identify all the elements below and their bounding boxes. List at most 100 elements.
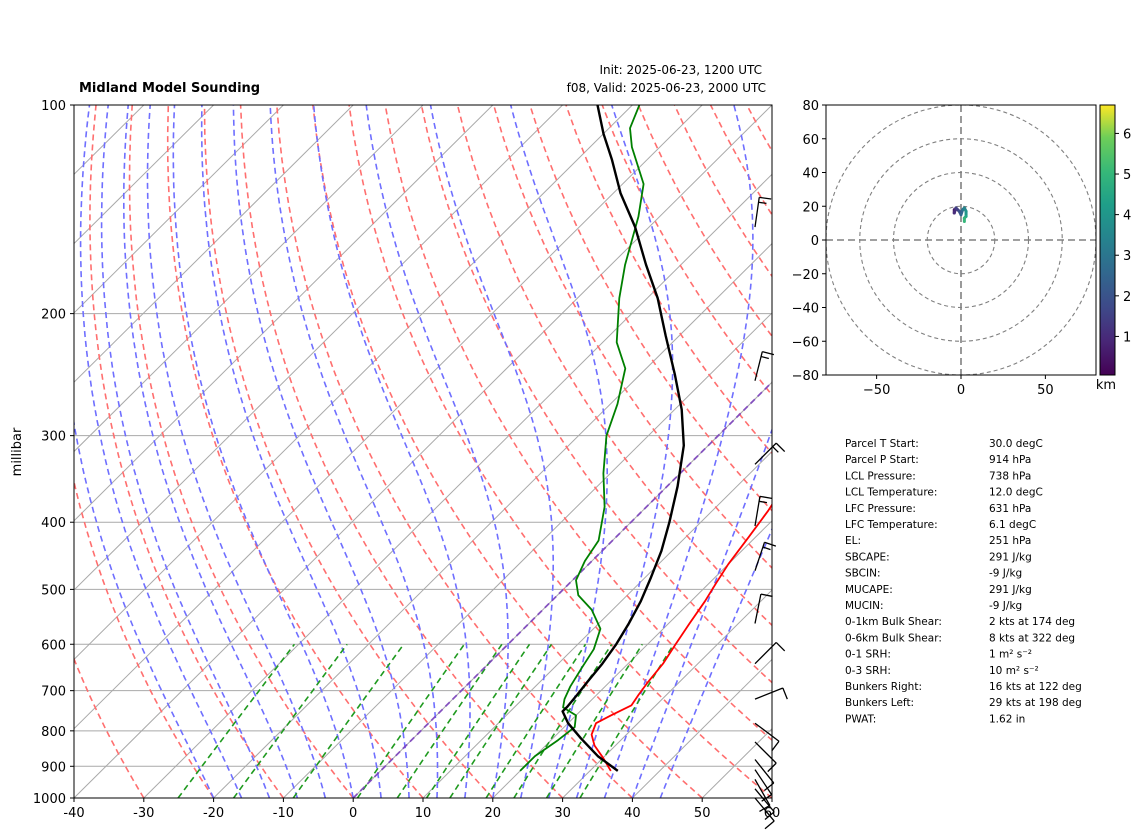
y-tick-label: 1000: [33, 792, 66, 807]
dry-adiabat: [74, 478, 215, 798]
moist-adiabat: [123, 105, 299, 798]
parameter-label: Parcel P Start:: [845, 454, 919, 466]
moist-adiabat: [74, 418, 215, 798]
dry-adiabat: [203, 105, 494, 798]
wind-barb: [754, 687, 788, 700]
isotherm-line: [74, 105, 703, 730]
parameter-value: 631 hPa: [989, 503, 1031, 515]
hodograph-x-tick-label: −50: [863, 383, 890, 398]
parameter-label: LCL Pressure:: [845, 470, 916, 482]
y-axis-label: millibar: [10, 427, 25, 476]
hodograph-y-tick-label: −60: [792, 335, 819, 350]
colorbar-tick-label: 3: [1123, 249, 1131, 264]
dry-adiabat: [128, 105, 354, 798]
x-tick-label: -30: [133, 806, 154, 821]
parameter-label: PWAT:: [845, 713, 876, 725]
parameter-value: 1 m² s⁻²: [989, 649, 1032, 661]
isotherm-line: [74, 105, 424, 453]
isotherm-line: [74, 105, 772, 798]
parameter-label: EL:: [845, 535, 861, 547]
mixing-ratio-line: [425, 643, 531, 798]
skew-t-plot: -40 -30 -20 -10 0 10 20 30 40 50 60 100 200 300 400 500…: [10, 99, 788, 830]
parameter-label: 0-1 SRH:: [845, 649, 891, 661]
parameter-value: 2 kts at 174 deg: [989, 616, 1075, 628]
hodograph-y-tick-label: 20: [802, 200, 819, 215]
dry-adiabat: [239, 105, 564, 798]
parameter-value: 251 hPa: [989, 535, 1031, 547]
y-tick-label: 700: [41, 685, 66, 700]
y-tick-label: 900: [41, 760, 66, 775]
mixing-ratio-line: [449, 643, 553, 798]
parameter-label: MUCIN:: [845, 600, 884, 612]
colorbar: 1 2 3 4 5 6 km: [1096, 104, 1131, 393]
parameter-value: 914 hPa: [989, 454, 1031, 466]
mixing-ratio-line: [396, 643, 503, 798]
moist-adiabat: [631, 427, 772, 798]
y-tick-label: 400: [41, 516, 66, 531]
y-tick-label: 200: [41, 308, 66, 323]
isotherm-line: [632, 658, 772, 798]
hodograph-y-tick-label: 80: [802, 99, 819, 114]
parameter-value: -9 J/kg: [989, 600, 1022, 612]
wind-barb: [754, 495, 772, 527]
colorbar-tick-label: 4: [1123, 209, 1131, 224]
parameter-label: 0-3 SRH:: [845, 665, 891, 677]
moist-adiabat: [200, 105, 382, 798]
hodograph-y-tick-label: −80: [792, 369, 819, 384]
moist-adiabat: [79, 105, 243, 798]
parameter-value: 291 J/kg: [989, 584, 1032, 596]
isotherm-line: [143, 173, 772, 798]
wind-barb: [754, 593, 773, 624]
isotherm-line: [74, 105, 494, 522]
isotherm-line: [74, 105, 284, 314]
moist-adiabat: [172, 105, 354, 798]
y-tick-label: 800: [41, 725, 66, 740]
moist-adiabat: [509, 105, 608, 798]
y-tick-label: 600: [41, 638, 66, 653]
colorbar-tick-label: 1: [1123, 330, 1131, 345]
hodograph-x-tick-label: 50: [1037, 383, 1054, 398]
x-tick-label: 50: [694, 806, 711, 821]
dry-adiabat: [420, 105, 772, 684]
parameter-label: SBCAPE:: [845, 551, 890, 563]
zero-degree-isotherm: [352, 380, 772, 798]
dry-adiabat: [384, 105, 772, 742]
parameter-value: 6.1 degC: [989, 519, 1036, 531]
parameter-label: LFC Pressure:: [845, 503, 916, 515]
colorbar-tick-label: 2: [1123, 290, 1131, 305]
colorbar-tick-label: 5: [1123, 168, 1131, 183]
moist-adiabat: [232, 105, 410, 798]
isotherm-line: [283, 312, 772, 798]
x-tick-label: -20: [203, 806, 224, 821]
parameter-label: LCL Temperature:: [845, 487, 937, 499]
isotherm-line: [74, 105, 214, 245]
hodograph: −50 0 50 80 60 40 20 0 −20 −40 −60 −80: [792, 99, 1097, 398]
isotherm-line: [422, 450, 772, 798]
wind-barb: [754, 779, 771, 812]
hodograph-y-tick-label: −40: [792, 302, 819, 317]
parameter-value: 29 kts at 198 deg: [989, 697, 1082, 709]
wind-barb: [754, 442, 786, 465]
x-tick-label: 40: [624, 806, 641, 821]
parameter-value: 16 kts at 122 deg: [989, 681, 1082, 693]
temperature-line: [590, 503, 772, 772]
moist-adiabat: [603, 105, 754, 798]
dry-adiabat: [312, 105, 703, 798]
parameter-label: LFC Temperature:: [845, 519, 938, 531]
wind-barb: [754, 541, 777, 571]
parcel-path-line: [561, 105, 685, 772]
moist-adiabat: [269, 105, 439, 798]
parameter-value: 1.62 in: [989, 713, 1025, 725]
parameter-label: MUCAPE:: [845, 584, 893, 596]
mixing-ratio-line: [356, 643, 465, 798]
isotherm-line: [74, 105, 633, 661]
parameters-table: Parcel T Start: 30.0 degC Parcel P Start: 9…: [845, 438, 1082, 725]
hodograph-y-tick-label: 60: [802, 133, 819, 148]
hodograph-y-tick-label: 0: [811, 234, 819, 249]
wind-barb: [754, 722, 780, 752]
dry-adiabat: [456, 105, 772, 627]
x-tick-label: 20: [485, 806, 502, 821]
parameter-label: Parcel T Start:: [845, 438, 919, 450]
chart-title: Midland Model Sounding: [79, 81, 260, 96]
dewpoint-line: [519, 105, 645, 772]
